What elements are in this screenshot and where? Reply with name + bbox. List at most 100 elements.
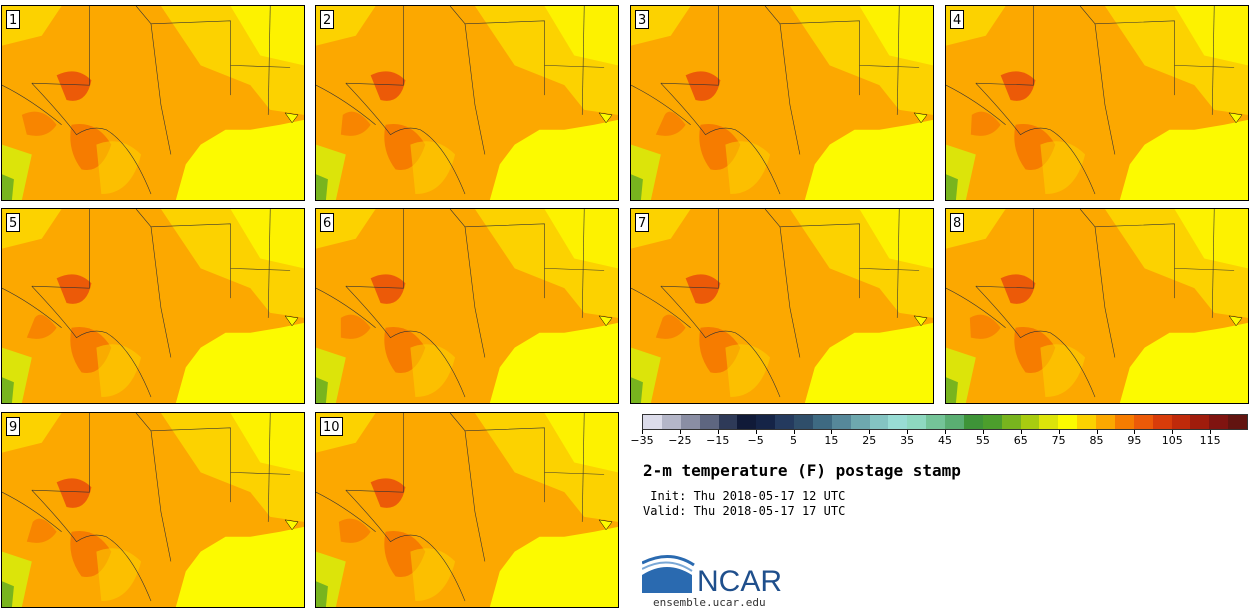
temperature-colorbar	[642, 414, 1248, 430]
colorbar-tick	[717, 430, 719, 434]
colorbar-tick-label: 65	[1013, 434, 1028, 447]
valid-time: Valid: Thu 2018-05-17 17 UTC	[643, 504, 846, 518]
panel-label: 3	[635, 10, 650, 29]
temperature-map	[631, 6, 933, 200]
colorbar-tick	[793, 430, 795, 434]
colorbar-segment	[945, 415, 964, 429]
colorbar-segment	[680, 415, 700, 429]
colorbar-segment	[869, 415, 889, 429]
figure-title: 2-m temperature (F) postage stamp	[643, 461, 961, 480]
colorbar-tick	[679, 430, 681, 434]
colorbar-tick-label: 85	[1089, 434, 1104, 447]
colorbar-segment	[1077, 415, 1096, 429]
colorbar-tick	[907, 430, 909, 434]
colorbar-segment	[888, 415, 908, 429]
colorbar-tick-label: 75	[1051, 434, 1066, 447]
colorbar-segment	[1171, 415, 1191, 429]
colorbar-segment	[1039, 415, 1059, 429]
panel-member-1: 1	[1, 5, 305, 201]
colorbar-segment	[1152, 415, 1172, 429]
colorbar-segment	[982, 415, 1002, 429]
panel-member-6: 6	[315, 208, 619, 404]
panel-member-5: 5	[1, 208, 305, 404]
colorbar-segment	[831, 415, 851, 429]
panel-member-7: 7	[630, 208, 934, 404]
colorbar-tick	[831, 430, 833, 434]
colorbar-tick-label: −25	[668, 434, 692, 447]
colorbar-tick	[945, 430, 946, 434]
panel-member-3: 3	[630, 5, 934, 201]
colorbar-segment	[737, 415, 757, 429]
init-time: Init: Thu 2018-05-17 12 UTC	[643, 489, 846, 503]
colorbar-segment	[812, 415, 832, 429]
colorbar-segment	[1209, 415, 1229, 429]
colorbar-segment	[1190, 415, 1210, 429]
temperature-map	[946, 209, 1248, 403]
panel-label: 8	[950, 213, 965, 232]
colorbar-segment	[718, 415, 738, 429]
colorbar-tick	[1020, 430, 1022, 434]
panel-member-9: 9	[1, 412, 305, 608]
colorbar-segment	[926, 415, 945, 429]
colorbar-tick-label: 95	[1127, 434, 1142, 447]
panel-label: 10	[320, 417, 343, 436]
ncar-logo-icon: NCAR	[641, 555, 782, 598]
colorbar-segment	[756, 415, 776, 429]
colorbar-segment	[1020, 415, 1040, 429]
panel-member-10: 10	[315, 412, 619, 608]
ncar-logo: NCAR	[641, 553, 792, 599]
panel-label: 2	[320, 10, 335, 29]
colorbar-tick	[755, 430, 757, 434]
colorbar-tick-label: 5	[790, 434, 797, 447]
colorbar-segment	[794, 415, 813, 429]
colorbar-tick	[1172, 430, 1174, 434]
colorbar-segment	[1096, 415, 1115, 429]
colorbar-tick	[1058, 430, 1060, 434]
colorbar-tick	[982, 430, 984, 434]
colorbar-segment	[1133, 415, 1153, 429]
colorbar-tick	[869, 430, 871, 434]
panel-member-8: 8	[945, 208, 1249, 404]
colorbar-tick	[642, 430, 643, 434]
panel-member-2: 2	[315, 5, 619, 201]
colorbar-segment	[1058, 415, 1078, 429]
colorbar-tick-label: −35	[630, 434, 654, 447]
colorbar-segment	[1114, 415, 1134, 429]
colorbar-segment	[1001, 415, 1021, 429]
panel-label: 7	[635, 213, 650, 232]
colorbar-tick-label: −15	[706, 434, 730, 447]
temperature-map	[2, 6, 304, 200]
colorbar-tick	[1210, 430, 1212, 434]
colorbar-tick-label: 25	[862, 434, 877, 447]
colorbar-segment	[775, 415, 794, 429]
panel-label: 4	[950, 10, 965, 29]
colorbar-tick-label: 105	[1161, 434, 1183, 447]
temperature-map	[316, 6, 618, 200]
colorbar-tick-label: 115	[1199, 434, 1221, 447]
temperature-map	[631, 209, 933, 403]
colorbar-segment	[699, 415, 719, 429]
panel-member-4: 4	[945, 5, 1249, 201]
colorbar-segment	[643, 415, 662, 429]
colorbar-segment	[1228, 415, 1247, 429]
temperature-map	[2, 209, 304, 403]
colorbar-tick-label: 15	[824, 434, 839, 447]
colorbar-tick	[1134, 430, 1136, 434]
colorbar-tick-label: −5	[747, 434, 764, 447]
temperature-map	[2, 413, 304, 607]
colorbar-tick-label: 45	[938, 434, 952, 447]
colorbar-tick	[1096, 430, 1098, 434]
colorbar-segment	[907, 415, 927, 429]
panel-label: 1	[6, 10, 21, 29]
colorbar-ticks: −35 −25 −15 −5 5 15 25 35 45 55 65 75 85 95 105 115	[630, 430, 1248, 450]
temperature-map	[946, 6, 1248, 200]
colorbar-tick-label: 55	[975, 434, 990, 447]
ensemble-url[interactable]: ensemble.ucar.edu	[653, 596, 766, 609]
panel-label: 9	[6, 417, 21, 436]
temperature-map	[316, 209, 618, 403]
panel-label: 6	[320, 213, 335, 232]
colorbar-segment	[963, 415, 983, 429]
colorbar-segment	[850, 415, 870, 429]
temperature-map	[316, 413, 618, 607]
colorbar-tick-label: 35	[900, 434, 915, 447]
